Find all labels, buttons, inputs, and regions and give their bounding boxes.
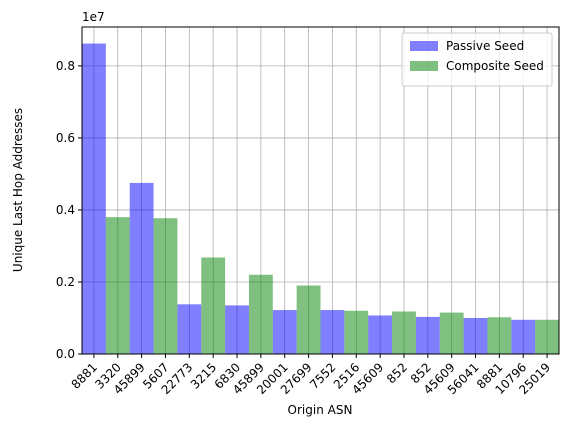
x-tick-label: 3215 [188,360,219,391]
bar [392,311,416,354]
bar [415,316,440,354]
legend-label: Passive Seed [446,39,524,53]
bar [248,274,273,354]
bar [225,305,249,354]
x-tick-label: 852 [384,360,410,386]
bar [535,319,559,354]
bar [201,257,226,354]
bar [487,317,512,354]
legend-label: Composite Seed [446,59,544,73]
bar [177,304,202,354]
y-tick-label: 0.0 [56,347,75,361]
x-tick-label: 7552 [307,360,338,391]
bar [129,182,154,354]
y-tick-label: 0.4 [56,203,75,217]
legend-box [401,32,553,87]
bar [105,217,130,354]
y-tick-label: 0.2 [56,275,75,289]
bar [272,310,297,354]
x-axis-label: Origin ASN [288,403,353,417]
bar [153,218,178,354]
y-axis-label: Unique Last Hop Addresses [11,108,25,272]
bar [344,310,369,354]
bar [439,312,464,354]
y-tick-label: 0.6 [56,131,75,145]
bar [320,310,345,354]
y-offset-label: 1e7 [82,10,105,24]
y-tick-label: 0.8 [56,59,75,73]
bar [82,43,106,355]
bar [463,317,488,354]
legend-swatch [410,61,438,71]
legend-swatch [410,41,438,51]
plot-frame [81,26,560,355]
bar [296,285,321,354]
bar [511,319,536,354]
x-tick-label: 8881 [69,360,100,391]
bar [368,315,393,354]
